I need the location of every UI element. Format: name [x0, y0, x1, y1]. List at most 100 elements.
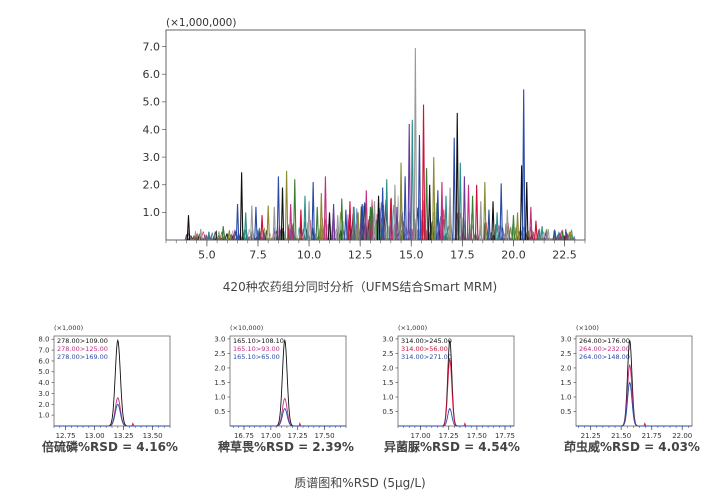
- tic-peak: [323, 176, 328, 241]
- tic-peak: [284, 170, 289, 241]
- x-tick-label: 7.5: [249, 248, 267, 261]
- tic-minor-peak: [557, 231, 560, 241]
- tic-peak: [250, 205, 254, 241]
- legend-entry: 314.00>56.00: [401, 345, 448, 353]
- legend-entry: 278.00>125.00: [57, 345, 108, 353]
- tic-minor-peak: [202, 233, 207, 241]
- tic-peak: [356, 212, 360, 241]
- plot-frame: [575, 335, 693, 427]
- y-tick-label: 3.0: [382, 335, 393, 343]
- tic-peak: [335, 215, 340, 241]
- tic-peak: [413, 47, 418, 241]
- tic-peak: [340, 198, 344, 241]
- y-tick-label: 7.0: [143, 40, 161, 53]
- y-multiplier-label: (×1,000): [398, 324, 427, 332]
- x-tick-label: 5.0: [198, 248, 216, 261]
- tic-peak: [403, 176, 407, 241]
- x-tick-label: 12.5: [348, 248, 373, 261]
- tic-peak: [444, 195, 448, 241]
- tic-peak: [417, 134, 422, 241]
- x-tick-label: 13.00: [85, 432, 105, 440]
- tic-peak: [364, 190, 369, 241]
- x-tick-label: 22.00: [672, 432, 692, 440]
- series-line: [54, 403, 170, 427]
- tic-peak: [529, 206, 533, 241]
- series-line: [398, 357, 514, 427]
- y-multiplier-label: (×1,000,000): [166, 17, 236, 29]
- tic-peak: [389, 198, 393, 241]
- tic-peak: [534, 220, 538, 241]
- legend-entry: 165.10>93.00: [233, 345, 280, 353]
- y-tick-label: 3.0: [560, 335, 571, 343]
- tic-peak: [455, 112, 460, 241]
- y-tick-label: 1.5: [560, 379, 571, 387]
- x-tick-label: 17.50: [314, 432, 334, 440]
- tic-minor-peak: [257, 231, 261, 241]
- legend-entry: 264.00>232.00: [579, 345, 630, 353]
- x-tick-label: 17.25: [288, 432, 308, 440]
- tic-peak: [266, 205, 270, 241]
- tic-peak: [327, 212, 332, 241]
- mrm-chart-3: (×1,000) 0.5 1.0 1.5 2.0 2.5 3.0 17.00 17.25 17.5…: [382, 324, 515, 440]
- tic-peak: [235, 204, 240, 241]
- tic-peak: [376, 195, 381, 241]
- tic-peak: [470, 195, 475, 241]
- chart-title-4: 茚虫威%RSD = 4.03%: [564, 440, 700, 454]
- tic-minor-peak: [569, 229, 574, 241]
- tic-peak: [407, 123, 411, 241]
- y-tick-label: 6.0: [38, 357, 49, 365]
- legend-entry: 314.00>245.00: [401, 337, 452, 345]
- y-tick-label: 1.5: [214, 379, 225, 387]
- tic-minor-peak: [358, 222, 364, 241]
- tic-peak: [227, 230, 232, 241]
- legend-entry: 264.00>148.00: [579, 353, 630, 361]
- tic-peak: [299, 209, 303, 241]
- tic-minor-peak: [190, 237, 194, 241]
- tic-peak: [198, 228, 203, 241]
- y-tick-label: 2.5: [214, 350, 225, 358]
- y-tick-label: 3.0: [214, 335, 225, 343]
- tic-minor-peak: [352, 206, 355, 241]
- y-tick-label: 3.0: [38, 390, 49, 398]
- tic-peak: [288, 204, 293, 241]
- tic-peak: [560, 231, 565, 241]
- series-line: [576, 381, 692, 427]
- tic-peak: [521, 89, 526, 241]
- tic-peak: [479, 201, 483, 241]
- tic-minor-peak: [537, 228, 542, 241]
- tic-minor-peak: [210, 237, 214, 241]
- tic-peak: [448, 187, 452, 241]
- tic-minor-peak: [230, 230, 236, 241]
- y-tick-label: 6.0: [143, 68, 161, 81]
- x-tick-label: 15.0: [399, 248, 424, 261]
- tic-minor-peak: [204, 235, 208, 241]
- y-tick-label: 2.0: [560, 364, 571, 372]
- tic-peak: [546, 228, 550, 241]
- y-tick-label: 1.0: [382, 393, 393, 401]
- tic-peak: [243, 212, 248, 241]
- tic-peak: [368, 206, 373, 241]
- tic-peak: [395, 206, 399, 241]
- tic-peak: [495, 212, 499, 241]
- x-tick-label: 17.00: [411, 432, 431, 440]
- tic-peak: [483, 181, 487, 241]
- tic-peak: [239, 172, 244, 241]
- baseline-blip: [131, 422, 135, 427]
- tic-minor-peak: [213, 231, 218, 241]
- tic-peak: [352, 206, 356, 241]
- chart-title-2: 稗草畏%RSD = 2.39%: [218, 440, 354, 454]
- tic-peak: [474, 184, 479, 241]
- tic-peak: [432, 157, 436, 241]
- legend-entry: 165.10>65.00: [233, 353, 280, 361]
- y-tick-label: 1.0: [143, 206, 161, 219]
- x-tick-label: 21.75: [642, 432, 662, 440]
- tic-minor-peak: [362, 203, 367, 241]
- tic-peak: [524, 181, 529, 241]
- tic-peak: [254, 206, 258, 241]
- y-tick-label: 1.0: [560, 393, 571, 401]
- tic-peak: [499, 183, 503, 241]
- tic-peak: [319, 193, 324, 241]
- tic-peak: [293, 179, 297, 241]
- tic-peak: [452, 137, 456, 241]
